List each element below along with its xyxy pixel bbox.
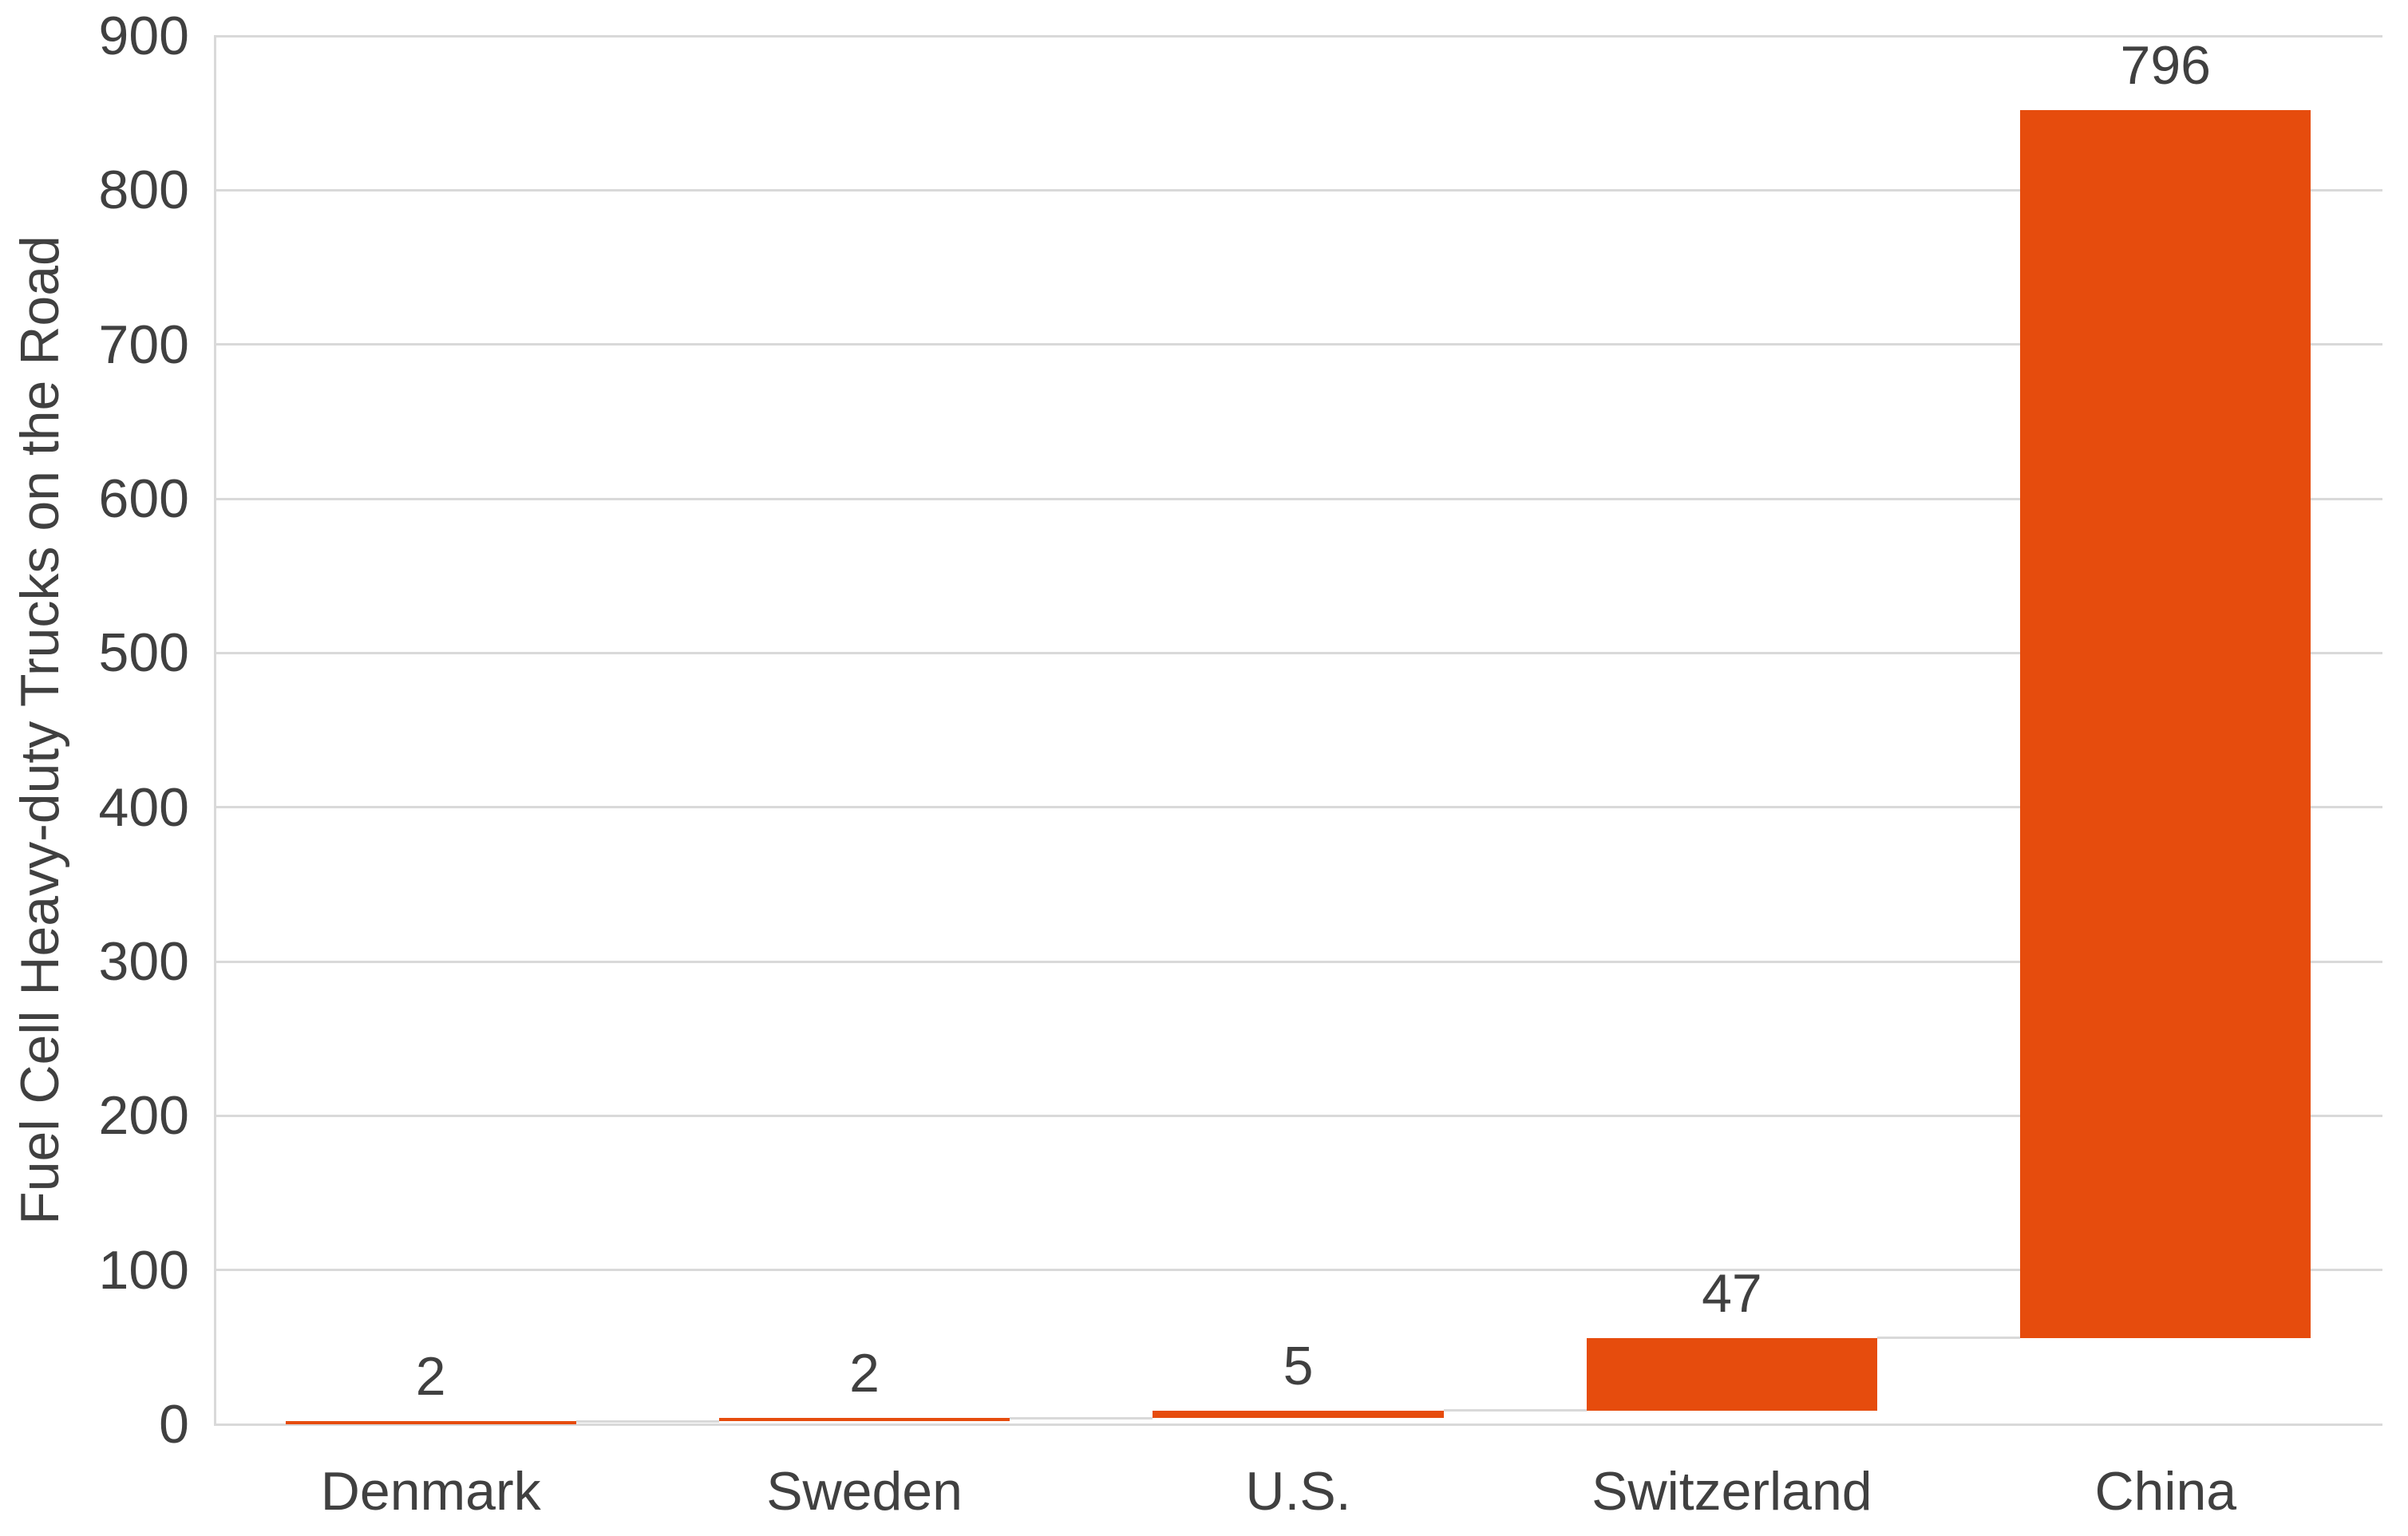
ytick-label-400: 400 bbox=[98, 776, 189, 838]
ytick-label-0: 0 bbox=[159, 1394, 189, 1455]
category-label-China: China bbox=[2094, 1461, 2237, 1522]
data-label-Switzerland: 47 bbox=[1702, 1262, 1762, 1324]
data-label-China: 796 bbox=[2120, 34, 2212, 96]
y-axis-line bbox=[214, 36, 216, 1424]
ytick-label-100: 100 bbox=[98, 1239, 189, 1301]
bar-Sweden bbox=[719, 1418, 1010, 1422]
category-label-Sweden: Sweden bbox=[766, 1461, 963, 1522]
waterfall-connector-Denmark-to-Sweden bbox=[575, 1420, 720, 1423]
gridline-y-100 bbox=[214, 1269, 2382, 1272]
y-axis-title: Fuel Cell Heavy-duty Trucks on the Road bbox=[10, 235, 70, 1225]
bar-Denmark bbox=[285, 1421, 576, 1424]
gridline-y-600 bbox=[214, 497, 2382, 500]
ytick-label-300: 300 bbox=[98, 931, 189, 992]
gridline-y-700 bbox=[214, 343, 2382, 346]
waterfall-connector-Switzerland-to-China bbox=[1876, 1337, 2021, 1340]
ytick-label-200: 200 bbox=[98, 1085, 189, 1147]
category-label-Switzerland: Switzerland bbox=[1591, 1461, 1872, 1522]
ytick-label-600: 600 bbox=[98, 468, 189, 529]
gridline-y-400 bbox=[214, 806, 2382, 809]
data-label-U.S.: 5 bbox=[1283, 1335, 1314, 1396]
gridline-y-900 bbox=[214, 34, 2382, 38]
waterfall-connector-Sweden-to-U.S. bbox=[1010, 1416, 1153, 1420]
gridline-y-300 bbox=[214, 960, 2382, 963]
bar-China bbox=[2020, 109, 2311, 1338]
category-label-Denmark: Denmark bbox=[320, 1461, 541, 1522]
data-label-Sweden: 2 bbox=[849, 1343, 880, 1404]
gridline-y-500 bbox=[214, 651, 2382, 654]
waterfall-connector-U.S.-to-Switzerland bbox=[1443, 1409, 1587, 1412]
bar-Switzerland bbox=[1586, 1337, 1877, 1411]
gridline-y-0 bbox=[214, 1423, 2382, 1426]
gridline-y-200 bbox=[214, 1114, 2382, 1117]
gridline-y-800 bbox=[214, 188, 2382, 192]
ytick-label-500: 500 bbox=[98, 622, 189, 684]
category-label-U.S.: U.S. bbox=[1245, 1461, 1351, 1522]
ytick-label-700: 700 bbox=[98, 314, 189, 375]
data-label-Denmark: 2 bbox=[415, 1346, 446, 1408]
plot-area: 2 2 5 47 796 bbox=[214, 34, 2382, 1426]
ytick-label-800: 800 bbox=[98, 160, 189, 221]
bar-U.S. bbox=[1153, 1410, 1444, 1419]
ytick-label-900: 900 bbox=[98, 6, 189, 66]
